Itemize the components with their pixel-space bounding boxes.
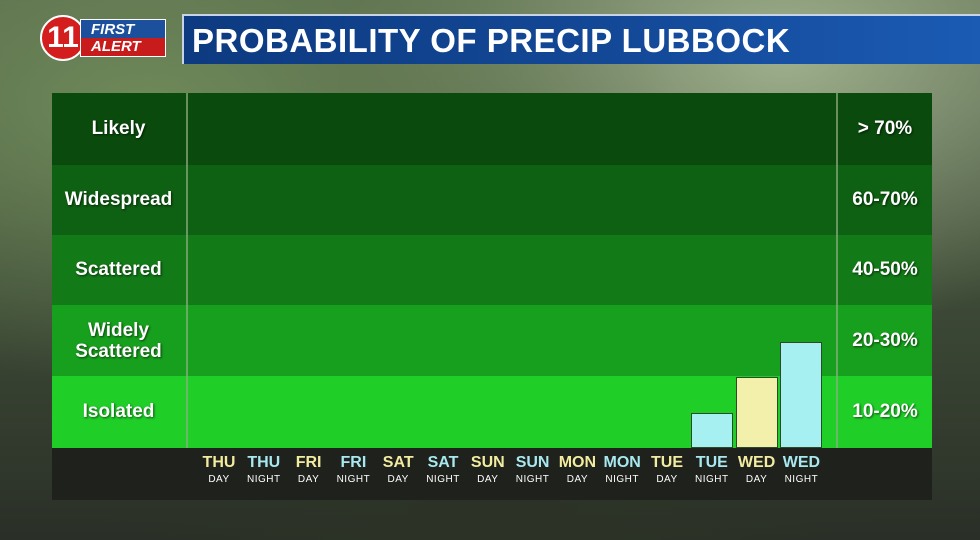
band-label: Scattered	[75, 259, 162, 280]
x-tick: SUN NIGHT	[511, 454, 555, 485]
band-label: Isolated	[82, 401, 155, 422]
x-tick-day: WED	[737, 454, 776, 471]
x-tick: MON NIGHT	[600, 454, 644, 485]
x-tick-period: NIGHT	[336, 474, 371, 485]
x-tick: WED NIGHT	[779, 454, 823, 485]
logo-line1: FIRST	[91, 21, 135, 38]
band-label: Likely	[91, 118, 146, 139]
x-tick: SUN DAY	[466, 454, 510, 485]
first-alert-logo: 11 FIRST ALERT	[40, 15, 168, 63]
x-tick-day: WED	[782, 454, 821, 471]
page-title: PROBABILITY OF PRECIP LUBBOCK	[192, 22, 791, 59]
x-tick-period: DAY	[297, 474, 320, 485]
x-tick-period: DAY	[387, 474, 409, 485]
band-label: Widespread	[64, 189, 173, 210]
x-tick-day: SUN	[470, 454, 505, 471]
x-tick-day: THU	[247, 454, 281, 471]
x-tick-day: TUE	[695, 454, 728, 471]
x-tick-period: NIGHT	[515, 474, 550, 485]
left-divider	[186, 93, 188, 500]
x-tick-period: NIGHT	[694, 474, 729, 485]
x-tick-period: NIGHT	[246, 474, 281, 485]
x-tick-period: DAY	[566, 474, 589, 485]
x-tick-period: NIGHT	[426, 474, 460, 485]
x-tick: MON DAY	[555, 454, 599, 485]
x-axis: THU DAY THU NIGHT FRI DAY FRI NIGHT SAT DAY SAT NIG…	[52, 448, 932, 500]
x-tick-day: SAT	[382, 454, 414, 471]
band-range: 40-50%	[852, 259, 918, 280]
x-tick-day: FRI	[295, 454, 322, 471]
bar-wed-day	[735, 377, 778, 448]
x-tick: FRI NIGHT	[331, 454, 375, 485]
title-bar: PROBABILITY OF PRECIP LUBBOCK	[182, 14, 980, 64]
logo-line2: ALERT	[91, 38, 141, 55]
x-tick: THU DAY	[197, 454, 241, 485]
x-tick: TUE DAY	[645, 454, 689, 485]
bar-wed-night	[780, 341, 823, 448]
x-tick-day: FRI	[340, 454, 367, 471]
logo-number: 11	[40, 15, 86, 61]
chart-panel: Likely > 70% Widespread 60-70% Scattered 40-5…	[52, 93, 932, 500]
x-tick-day: MON	[603, 454, 641, 471]
x-tick-period: DAY	[477, 474, 499, 485]
band-likely: Likely > 70%	[52, 93, 932, 165]
x-tick-day: SUN	[515, 454, 550, 471]
band-range: 10-20%	[852, 401, 918, 422]
x-tick-day: MON	[558, 454, 597, 471]
x-tick: SAT NIGHT	[421, 454, 465, 485]
logo-box: FIRST ALERT	[80, 19, 166, 57]
x-tick-day: SAT	[427, 454, 459, 471]
x-tick-period: DAY	[208, 474, 230, 485]
band-range: 60-70%	[852, 189, 918, 210]
x-tick: FRI DAY	[287, 454, 331, 485]
right-divider	[836, 93, 838, 500]
x-tick-period: DAY	[656, 474, 678, 485]
band-widespread: Widespread 60-70%	[52, 165, 932, 235]
x-tick-day: TUE	[651, 454, 683, 471]
x-tick-period: NIGHT	[784, 474, 819, 485]
bar-tue-night	[690, 412, 733, 448]
band-range: 20-30%	[852, 329, 918, 351]
band-scattered: Scattered 40-50%	[52, 235, 932, 305]
x-tick: TUE NIGHT	[690, 454, 734, 485]
x-tick-period: DAY	[745, 474, 768, 485]
band-range: > 70%	[857, 118, 913, 139]
x-tick: THU NIGHT	[242, 454, 286, 485]
band-label: Widely Scattered	[75, 319, 162, 362]
x-tick-day: THU	[202, 454, 236, 471]
x-tick: SAT DAY	[376, 454, 420, 485]
x-tick-period: NIGHT	[605, 474, 639, 485]
x-tick: WED DAY	[735, 454, 779, 485]
